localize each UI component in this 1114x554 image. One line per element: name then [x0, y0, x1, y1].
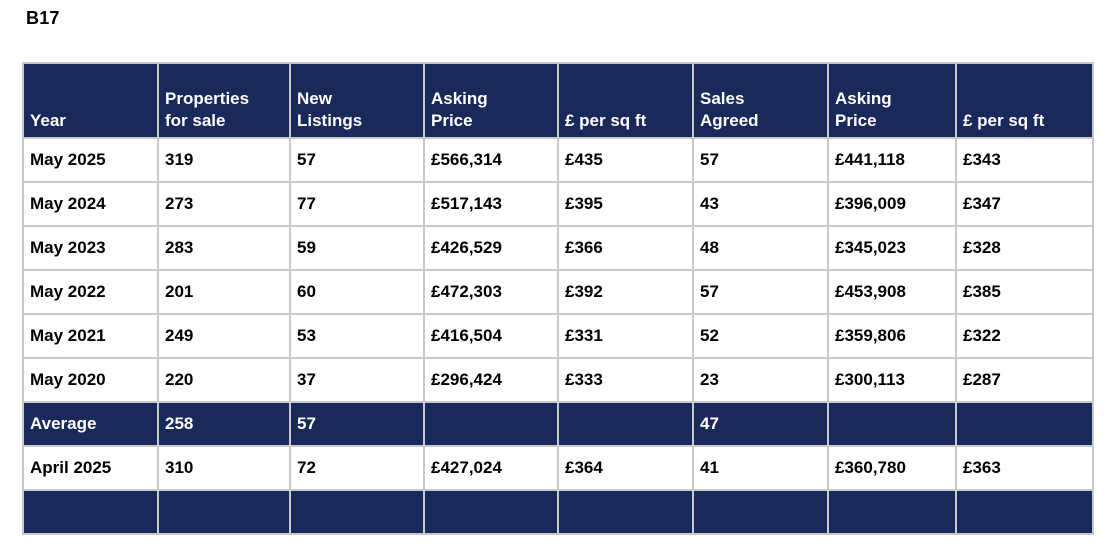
value-cell [423, 489, 559, 535]
row-label-cell: May 2021 [22, 313, 159, 359]
header-row: Year Properties for sale New Listings Askin… [22, 62, 1094, 139]
row-label-cell: May 2025 [22, 137, 159, 183]
value-cell: 201 [157, 269, 291, 315]
value-cell: £517,143 [423, 181, 559, 227]
value-cell: 319 [157, 137, 291, 183]
value-cell [289, 489, 425, 535]
value-cell [955, 401, 1094, 447]
value-cell: 310 [157, 445, 291, 491]
value-cell: £347 [955, 181, 1094, 227]
row-label-cell: May 2022 [22, 269, 159, 315]
value-cell: 52 [692, 313, 829, 359]
value-cell: 47 [692, 401, 829, 447]
column-header-6: Sales Agreed [692, 62, 829, 139]
value-cell: £453,908 [827, 269, 957, 315]
value-cell: £395 [557, 181, 694, 227]
value-cell: £472,303 [423, 269, 559, 315]
column-header-5: £ per sq ft [557, 62, 694, 139]
value-cell: £359,806 [827, 313, 957, 359]
value-cell: £333 [557, 357, 694, 403]
value-cell: £331 [557, 313, 694, 359]
value-cell: 59 [289, 225, 425, 271]
table-row: May 2022 201 60 £472,303 £392 57 £453,908 £385 [22, 269, 1094, 315]
value-cell: 53 [289, 313, 425, 359]
value-cell: £427,024 [423, 445, 559, 491]
table-row: May 2023 283 59 £426,529 £366 48 £345,023 £328 [22, 225, 1094, 271]
value-cell: 72 [289, 445, 425, 491]
value-cell: 60 [289, 269, 425, 315]
value-cell: £441,118 [827, 137, 957, 183]
value-cell: 57 [289, 401, 425, 447]
value-cell [827, 401, 957, 447]
row-label-cell: Average [22, 401, 159, 447]
value-cell [157, 489, 291, 535]
value-cell: £385 [955, 269, 1094, 315]
value-cell: £343 [955, 137, 1094, 183]
value-cell: £426,529 [423, 225, 559, 271]
table-row: May 2020 220 37 £296,424 £333 23 £300,113 £287 [22, 357, 1094, 403]
value-cell: 57 [692, 137, 829, 183]
table-row: May 2021 249 53 £416,504 £331 52 £359,806 £322 [22, 313, 1094, 359]
value-cell: £435 [557, 137, 694, 183]
table-row: May 2025 319 57 £566,314 £435 57 £441,118 £343 [22, 137, 1094, 183]
column-header-2: Properties for sale [157, 62, 291, 139]
value-cell: 273 [157, 181, 291, 227]
value-cell: 220 [157, 357, 291, 403]
column-header-8: £ per sq ft [955, 62, 1094, 139]
value-cell: 23 [692, 357, 829, 403]
value-cell: £392 [557, 269, 694, 315]
value-cell: £328 [955, 225, 1094, 271]
row-label-cell: May 2024 [22, 181, 159, 227]
table-row: April 2025 310 72 £427,024 £364 41 £360,780 £36… [22, 445, 1094, 491]
value-cell: £366 [557, 225, 694, 271]
row-label-cell: April 2025 [22, 445, 159, 491]
value-cell: 249 [157, 313, 291, 359]
table-body: May 2025 319 57 £566,314 £435 57 £441,118 £343 M… [22, 137, 1094, 535]
column-header-1: Year [22, 62, 159, 139]
table-row: May 2024 273 77 £517,143 £395 43 £396,009 £347 [22, 181, 1094, 227]
value-cell: £566,314 [423, 137, 559, 183]
value-cell [827, 489, 957, 535]
value-cell: £363 [955, 445, 1094, 491]
value-cell: £360,780 [827, 445, 957, 491]
value-cell: £322 [955, 313, 1094, 359]
value-cell: £296,424 [423, 357, 559, 403]
value-cell: 43 [692, 181, 829, 227]
row-label-cell [22, 489, 159, 535]
market-data-table: Year Properties for sale New Listings Askin… [22, 62, 1094, 535]
value-cell: 57 [692, 269, 829, 315]
value-cell: £364 [557, 445, 694, 491]
value-cell: 57 [289, 137, 425, 183]
table-row-highlight [22, 489, 1094, 535]
value-cell: 48 [692, 225, 829, 271]
column-header-4: Asking Price [423, 62, 559, 139]
value-cell: 41 [692, 445, 829, 491]
value-cell [557, 489, 694, 535]
value-cell [692, 489, 829, 535]
column-header-7: Asking Price [827, 62, 957, 139]
value-cell: £287 [955, 357, 1094, 403]
value-cell: 37 [289, 357, 425, 403]
value-cell: £416,504 [423, 313, 559, 359]
row-label-cell: May 2020 [22, 357, 159, 403]
value-cell [557, 401, 694, 447]
value-cell [423, 401, 559, 447]
value-cell: 283 [157, 225, 291, 271]
value-cell: £300,113 [827, 357, 957, 403]
value-cell: 77 [289, 181, 425, 227]
value-cell: 258 [157, 401, 291, 447]
row-label-cell: May 2023 [22, 225, 159, 271]
value-cell [955, 489, 1094, 535]
value-cell: £345,023 [827, 225, 957, 271]
column-header-3: New Listings [289, 62, 425, 139]
value-cell: £396,009 [827, 181, 957, 227]
page-title: B17 [26, 8, 60, 28]
table-row-highlight: Average 258 57 47 [22, 401, 1094, 447]
